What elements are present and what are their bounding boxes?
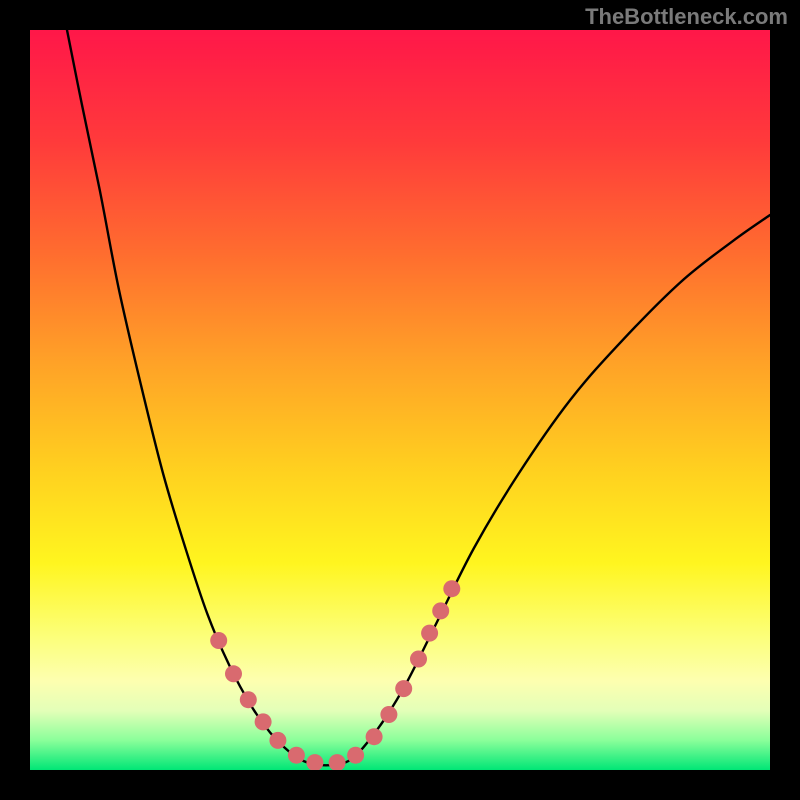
data-marker — [255, 713, 272, 730]
watermark-text: TheBottleneck.com — [585, 4, 788, 30]
data-marker — [240, 691, 257, 708]
data-marker — [329, 754, 346, 770]
data-marker — [269, 732, 286, 749]
chart-svg — [30, 30, 770, 770]
data-marker — [306, 754, 323, 770]
data-marker — [421, 625, 438, 642]
data-marker — [380, 706, 397, 723]
data-marker — [210, 632, 227, 649]
data-marker — [347, 747, 364, 764]
chart-container: TheBottleneck.com — [0, 0, 800, 800]
data-marker — [432, 602, 449, 619]
data-marker — [395, 680, 412, 697]
data-marker — [225, 665, 242, 682]
data-marker — [443, 580, 460, 597]
data-marker — [366, 728, 383, 745]
plot-area — [30, 30, 770, 770]
data-marker — [288, 747, 305, 764]
data-marker — [410, 651, 427, 668]
marker-group — [210, 580, 460, 770]
